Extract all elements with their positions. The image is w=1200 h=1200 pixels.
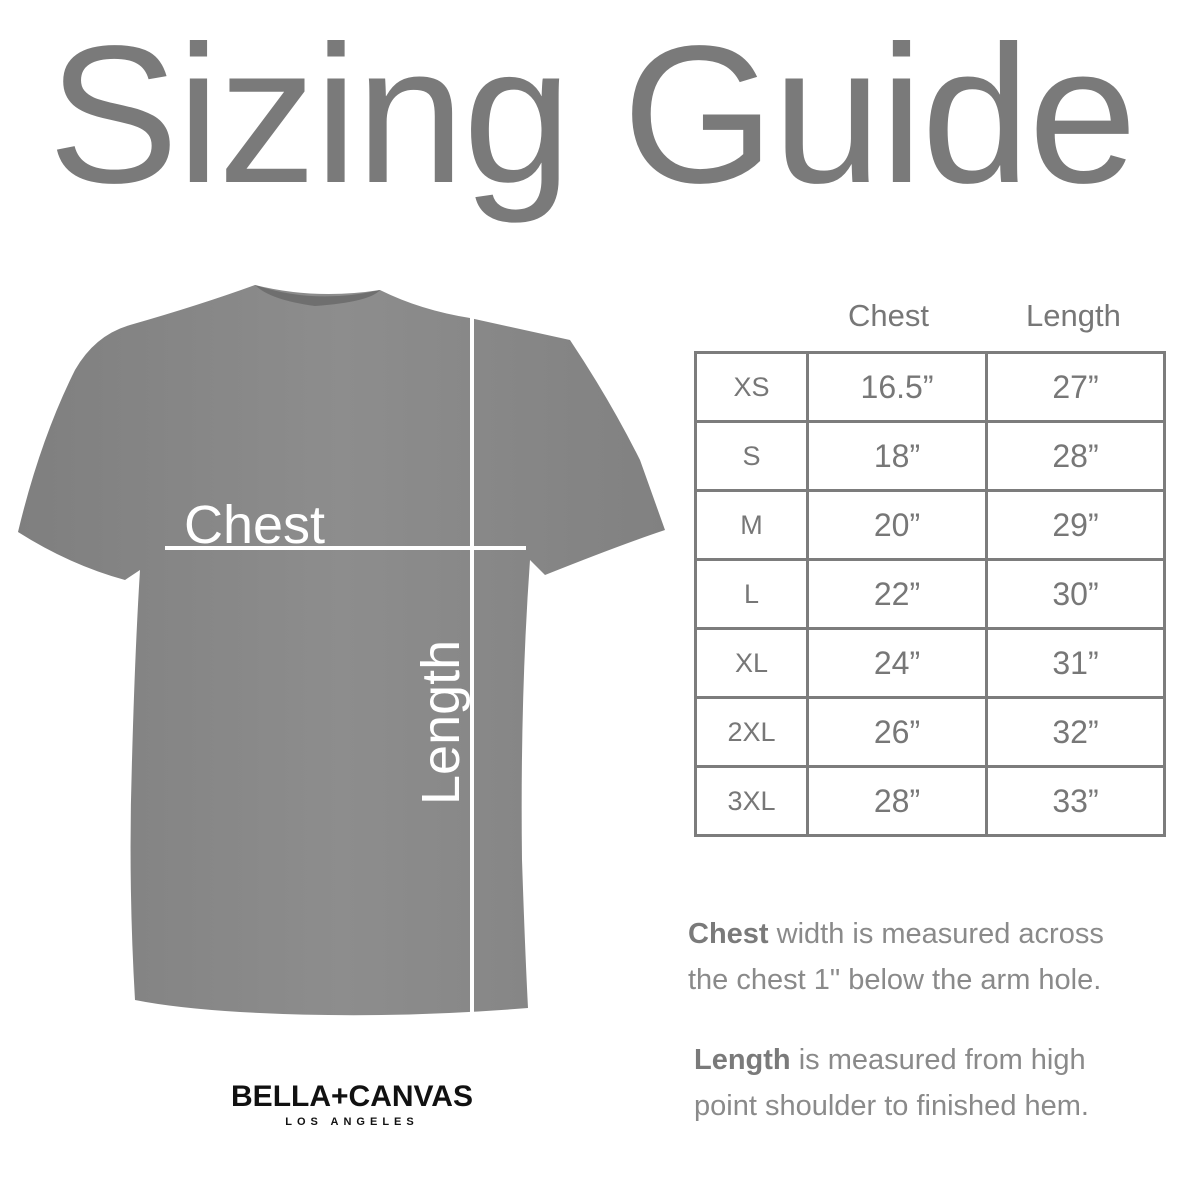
cell-size: M — [694, 489, 809, 561]
cell-chest: 16.5” — [806, 351, 988, 423]
cell-size: 3XL — [694, 765, 809, 837]
length-note-line2: point shoulder to finished hem. — [694, 1090, 1089, 1122]
length-note: Length is measured from high point shoul… — [694, 1037, 1089, 1129]
table-row: XS 16.5” 27” — [694, 351, 1166, 423]
brand-name: BELLA+CANVAS — [231, 1080, 473, 1113]
chest-note-bold: Chest — [688, 918, 769, 950]
cell-chest: 24” — [806, 627, 988, 699]
cell-chest: 20” — [806, 489, 988, 561]
table-row: S 18” 28” — [694, 420, 1166, 492]
cell-length: 33” — [985, 765, 1166, 837]
page-title: Sizing Guide — [48, 5, 1137, 224]
cell-length: 27” — [985, 351, 1166, 423]
column-header-chest: Chest — [848, 298, 929, 333]
tshirt-illustration — [18, 285, 665, 1016]
cell-length: 32” — [985, 696, 1166, 768]
cell-length: 28” — [985, 420, 1166, 492]
cell-chest: 26” — [806, 696, 988, 768]
cell-size: L — [694, 558, 809, 630]
cell-size: XL — [694, 627, 809, 699]
chest-note: Chest width is measured across the chest… — [688, 911, 1104, 1003]
chest-note-line1: width is measured across — [768, 918, 1104, 950]
table-row: L 22” 30” — [694, 558, 1166, 630]
cell-chest: 28” — [806, 765, 988, 837]
cell-size: S — [694, 420, 809, 492]
size-table: XS 16.5” 27” S 18” 28” M 20” 29” L 22” 30” XL 24” 31” 2… — [694, 351, 1166, 837]
cell-chest: 22” — [806, 558, 988, 630]
cell-size: 2XL — [694, 696, 809, 768]
cell-length: 30” — [985, 558, 1166, 630]
cell-size: XS — [694, 351, 809, 423]
length-note-line1: is measured from high — [790, 1044, 1086, 1076]
chest-label: Chest — [184, 495, 326, 555]
length-note-bold: Length — [694, 1044, 791, 1076]
cell-chest: 18” — [806, 420, 988, 492]
length-label: Length — [411, 639, 471, 805]
cell-length: 31” — [985, 627, 1166, 699]
table-row: 2XL 26” 32” — [694, 696, 1166, 768]
column-header-length: Length — [1026, 298, 1121, 333]
table-row: 3XL 28” 33” — [694, 765, 1166, 837]
table-row: XL 24” 31” — [694, 627, 1166, 699]
chest-note-line2: the chest 1" below the arm hole. — [688, 964, 1102, 996]
brand-subtitle: LOS ANGELES — [285, 1116, 419, 1128]
cell-length: 29” — [985, 489, 1166, 561]
tshirt-body — [18, 285, 665, 1016]
table-row: M 20” 29” — [694, 489, 1166, 561]
brand-logo: BELLA+CANVAS LOS ANGELES — [193, 1068, 511, 1140]
